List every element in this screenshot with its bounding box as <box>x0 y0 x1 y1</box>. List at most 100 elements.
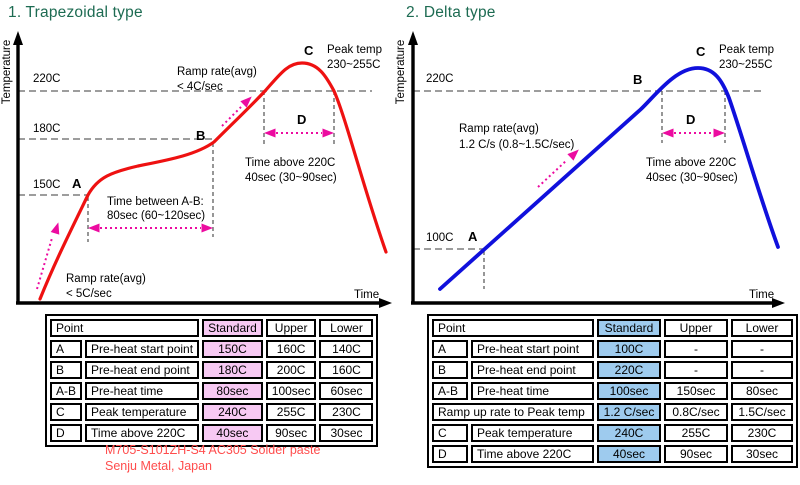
lower-header-cell: Lower <box>319 319 374 337</box>
table-header-row: Point Standard Upper Lower <box>50 319 374 337</box>
left-tick-220c: 220C <box>33 73 61 85</box>
standard-header-cell: Standard <box>202 319 263 337</box>
right-ramp-line2: 1.2 C/s (0.8~1.5C/sec) <box>459 139 575 151</box>
row-lower-cell: - <box>731 361 793 379</box>
row-standard-cell: 220C <box>597 361 661 379</box>
right-x-axis-arrow-icon <box>772 298 785 308</box>
right-point-d-label: D <box>686 112 695 127</box>
left-ramp-bc-line1: Ramp rate(avg) <box>177 66 257 78</box>
row-standard-cell: 1.2 C/sec <box>597 403 661 421</box>
trapezoidal-chart: Temperature Time 220C 180C 150C A B C D … <box>1 31 392 308</box>
left-y-axis-arrow-icon <box>13 31 23 45</box>
row-desc-cell: Pre-heat time <box>85 382 200 400</box>
upper-header-cell: Upper <box>265 319 317 337</box>
row-upper-cell: - <box>664 340 728 358</box>
right-tick-220c: 220C <box>426 73 454 85</box>
table-row: A Pre-heat start point 100C - - <box>432 340 793 358</box>
row-key-cell: A <box>50 340 83 358</box>
right-tick-100c: 100C <box>426 232 454 244</box>
row-lower-cell: 30sec <box>319 424 374 442</box>
left-tick-150c: 150C <box>33 179 61 191</box>
row-desc-cell: Pre-heat end point <box>471 361 594 379</box>
row-desc-cell: Time above 220C <box>85 424 200 442</box>
delta-profile-curve <box>438 66 780 291</box>
left-ramp-a-line2: < 5C/sec <box>66 288 112 300</box>
table-row: A-B Pre-heat time 100sec 150sec 80sec <box>432 382 793 400</box>
row-standard-cell: 240C <box>202 403 263 421</box>
row-key-cell: A <box>432 340 468 358</box>
row-lower-cell: - <box>731 340 793 358</box>
right-peak-temp-line1: Peak temp <box>719 44 774 56</box>
row-upper-cell: 0.8C/sec <box>664 403 728 421</box>
row-upper-cell: 255C <box>664 424 728 442</box>
row-standard-cell: 180C <box>202 361 263 379</box>
right-x-axis-label: Time <box>749 289 774 301</box>
row-lower-cell: 140C <box>319 340 374 358</box>
right-ramp-arrowhead-icon <box>567 149 579 161</box>
left-ramp-a-arrow <box>36 237 53 290</box>
row-desc-cell: Pre-heat start point <box>471 340 594 358</box>
row-standard-cell: 150C <box>202 340 263 358</box>
row-key-cell: D <box>432 445 468 463</box>
left-time-above-line2: 40sec (30~90sec) <box>245 172 337 184</box>
right-point-b-label: B <box>633 72 642 87</box>
left-ramp-bc-line2: < 4C/sec <box>177 81 223 93</box>
row-upper-cell: 90sec <box>664 445 728 463</box>
row-upper-cell: 200C <box>265 361 317 379</box>
left-ab-arrowhead-right-icon <box>201 223 213 233</box>
row-desc-cell: Pre-heat end point <box>85 361 200 379</box>
row-desc-cell: Pre-heat start point <box>85 340 200 358</box>
left-y-axis-label: Temperature <box>1 40 13 105</box>
left-peak-temp-line1: Peak temp <box>327 44 382 56</box>
solder-paste-maker: Senju Metal, Japan <box>105 458 213 473</box>
table-row: D Time above 220C 40sec 90sec 30sec <box>432 445 793 463</box>
right-peak-temp-line2: 230~255C <box>719 59 772 71</box>
row-lower-cell: 230C <box>319 403 374 421</box>
row-key-cell: C <box>50 403 83 421</box>
left-ramp-bc-arrowhead-icon <box>240 96 252 108</box>
left-d-arrowhead-left-icon <box>264 128 276 138</box>
table-row-ramp-up-rate: Ramp up rate to Peak temp 1.2 C/sec 0.8C… <box>432 403 793 421</box>
right-d-arrowhead-left-icon <box>662 128 674 138</box>
table-row: A Pre-heat start point 150C 160C 140C <box>50 340 374 358</box>
point-header-cell: Point <box>50 319 200 337</box>
left-d-arrowhead-right-icon <box>322 128 334 138</box>
left-tick-180c: 180C <box>33 123 61 135</box>
right-time-above-line2: 40sec (30~90sec) <box>646 172 738 184</box>
left-time-ab-line2: 80sec (60~120sec) <box>107 210 205 222</box>
left-point-d-label: D <box>297 112 306 127</box>
row-key-cell: A-B <box>50 382 83 400</box>
table-row: B Pre-heat end point 180C 200C 160C <box>50 361 374 379</box>
row-desc-cell: Pre-heat time <box>471 382 594 400</box>
row-span-label-cell: Ramp up rate to Peak temp <box>432 403 594 421</box>
left-peak-temp-line2: 230~255C <box>327 59 380 71</box>
profile-charts: Temperature Time 220C 180C 150C A B C D … <box>1 31 785 308</box>
row-standard-cell: 100sec <box>597 382 661 400</box>
left-point-c-label: C <box>304 43 314 58</box>
right-d-arrowhead-right-icon <box>713 128 725 138</box>
upper-header-cell: Upper <box>664 319 728 337</box>
left-chart-title: 1. Trapezoidal type <box>8 4 143 21</box>
row-upper-cell: 100sec <box>265 382 317 400</box>
row-upper-cell: 150sec <box>664 382 728 400</box>
table-row: B Pre-heat end point 220C - - <box>432 361 793 379</box>
row-lower-cell: 60sec <box>319 382 374 400</box>
left-ab-arrowhead-left-icon <box>88 223 100 233</box>
row-key-cell: C <box>432 424 468 442</box>
row-lower-cell: 1.5C/sec <box>731 403 793 421</box>
right-ramp-line1: Ramp rate(avg) <box>459 123 539 135</box>
right-point-a-label: A <box>468 229 478 244</box>
right-ramp-arrow <box>537 159 568 188</box>
right-chart-title: 2. Delta type <box>406 4 496 21</box>
left-x-axis-label: Time <box>354 289 379 301</box>
row-lower-cell: 80sec <box>731 382 793 400</box>
table-row: A-B Pre-heat time 80sec 100sec 60sec <box>50 382 374 400</box>
left-ramp-a-line1: Ramp rate(avg) <box>66 273 146 285</box>
table-row: D Time above 220C 40sec 90sec 30sec <box>50 424 374 442</box>
left-ramp-a-arrowhead-icon <box>50 222 60 235</box>
left-point-b-label: B <box>196 128 205 143</box>
table-row: C Peak temperature 240C 255C 230C <box>50 403 374 421</box>
row-standard-cell: 80sec <box>202 382 263 400</box>
row-key-cell: B <box>50 361 83 379</box>
